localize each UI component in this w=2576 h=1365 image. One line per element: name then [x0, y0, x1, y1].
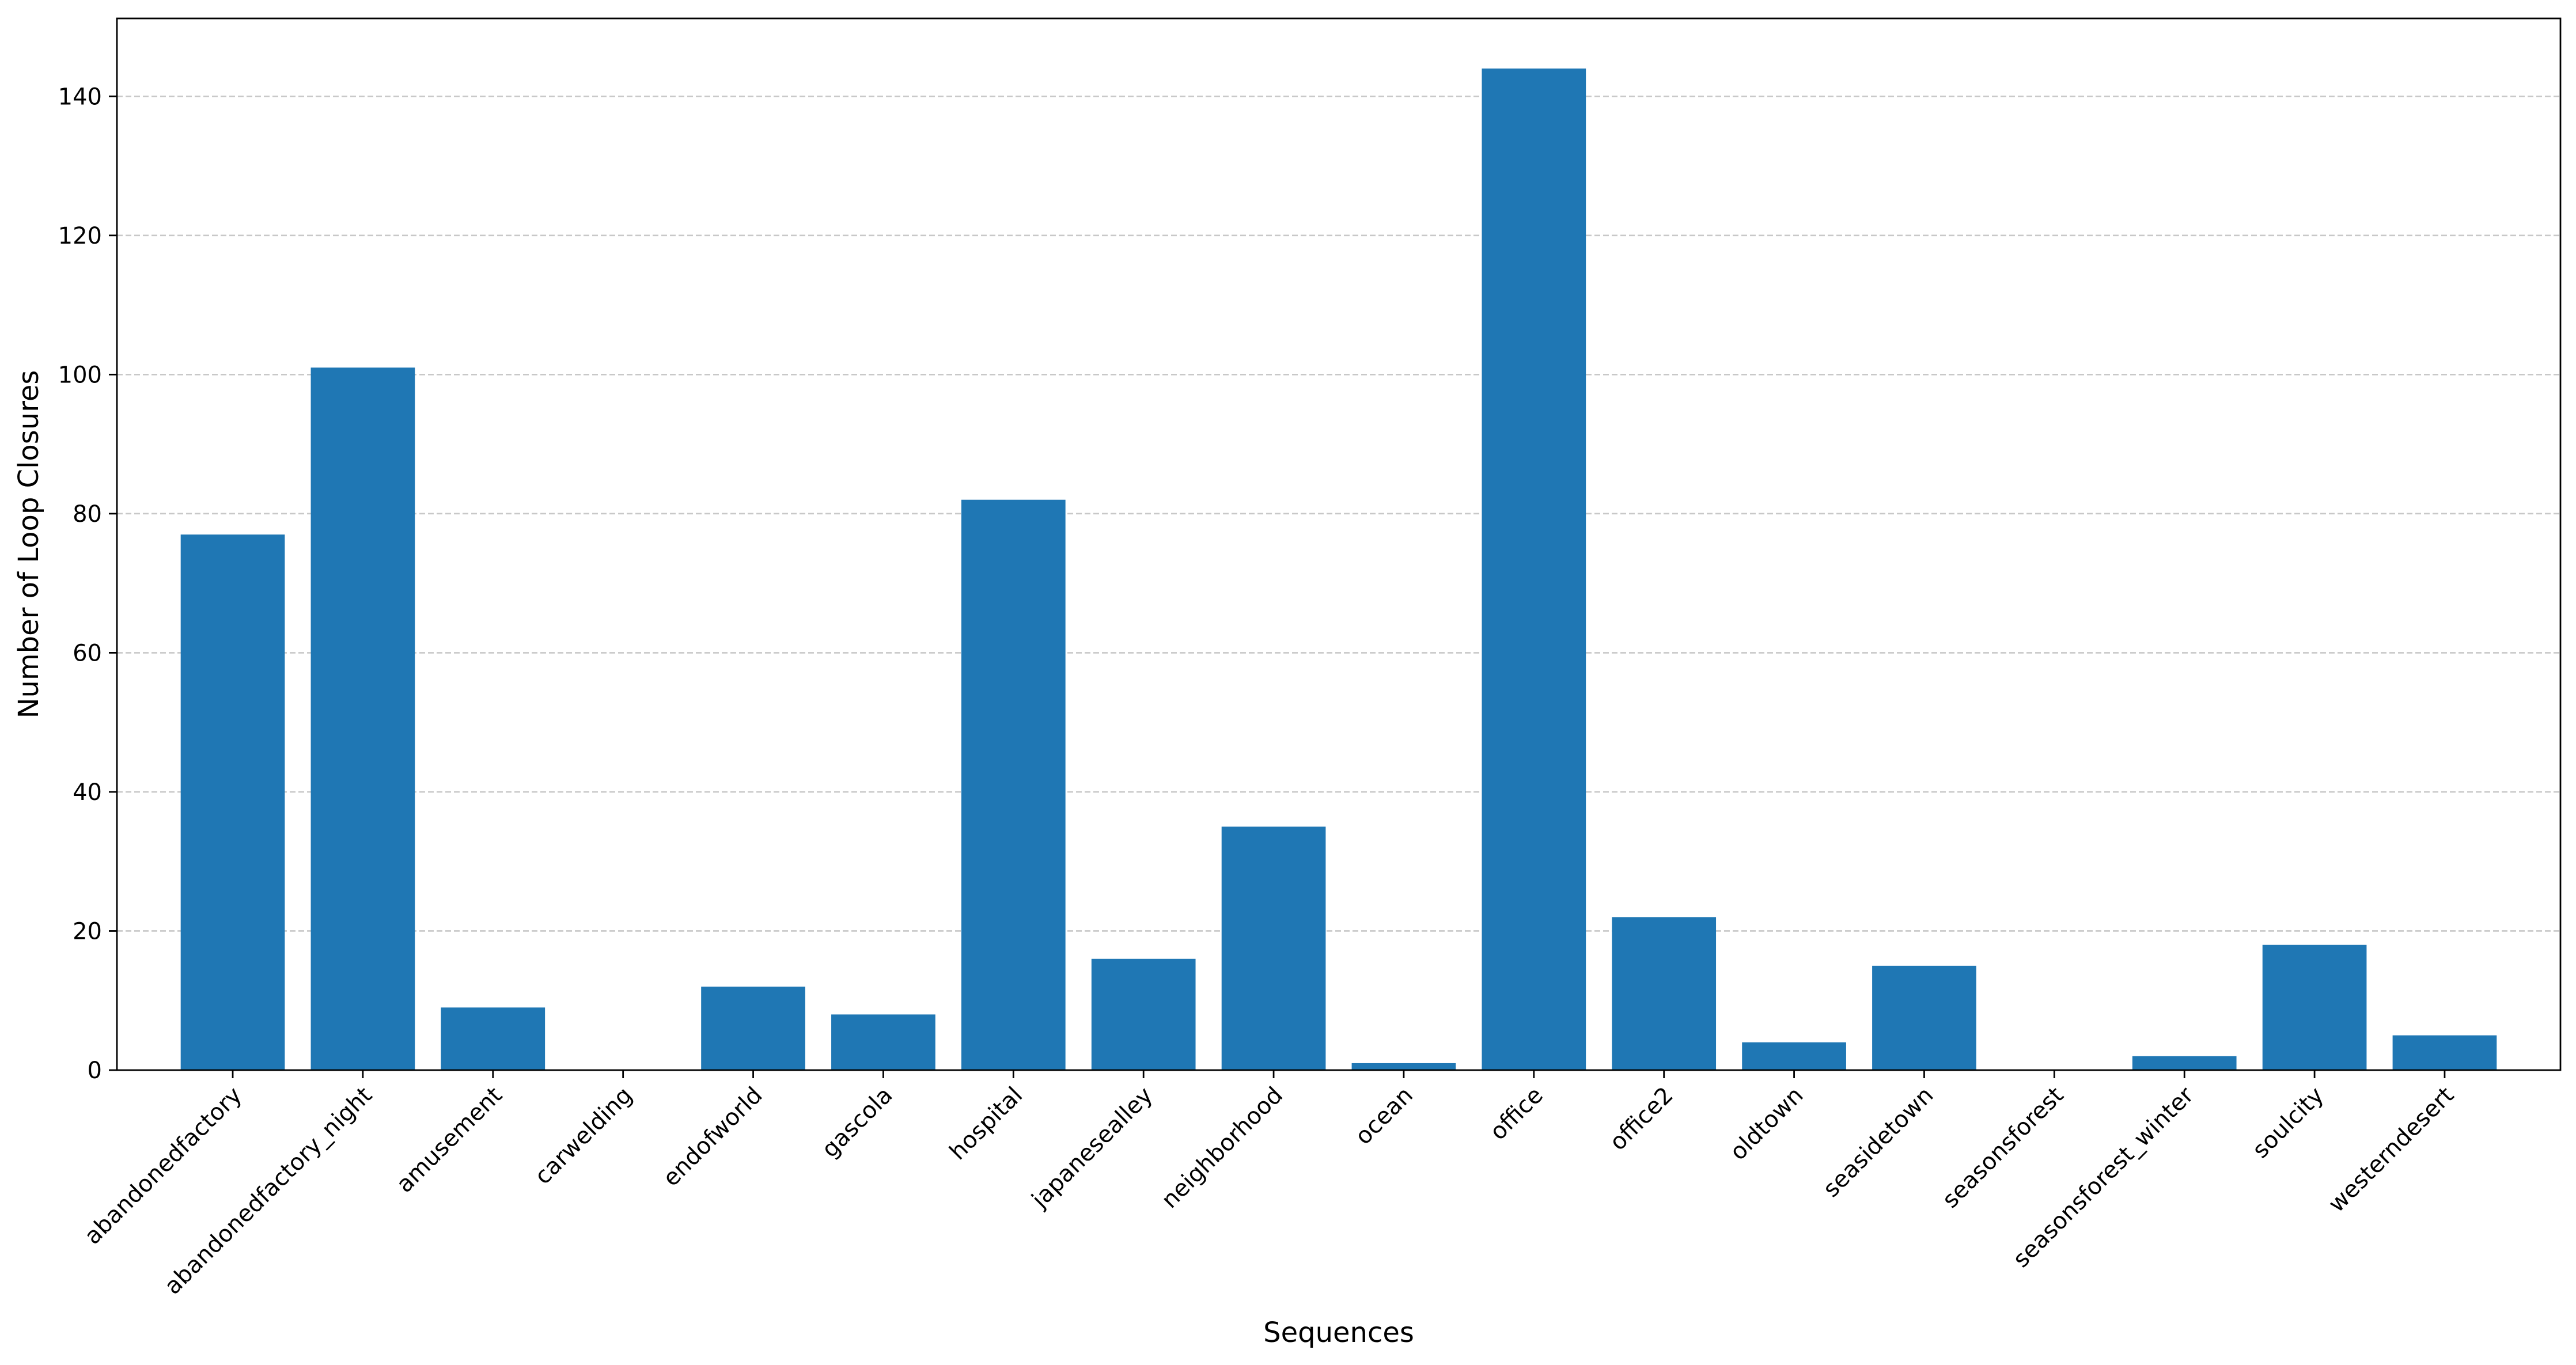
y-axis-ticks: 0 20 40 60 80 100 120 140: [58, 84, 117, 1084]
x-tick-label: carwelding: [530, 1082, 638, 1190]
x-tick-label: japanesealley: [1026, 1082, 1158, 1214]
bar-amusement: [441, 1007, 545, 1070]
x-axis-label: Sequences: [1263, 1317, 1414, 1349]
bar-oldtown: [1742, 1042, 1846, 1070]
y-tick-label: 40: [73, 779, 102, 806]
bar-seasonsforest_winter: [2132, 1056, 2237, 1070]
x-tick-label: westerndesert: [2323, 1082, 2459, 1218]
x-tick-label: seasidetown: [1818, 1082, 1938, 1203]
x-tick-label: gascola: [817, 1082, 898, 1163]
x-tick-label: seasonsforest: [1937, 1082, 2069, 1214]
bar-westerndesert: [2392, 1035, 2497, 1070]
bar-office2: [1612, 917, 1717, 1070]
x-tick-label: office2: [1605, 1082, 1679, 1156]
y-axis-label: Number of Loop Closures: [13, 370, 45, 719]
y-tick-label: 120: [58, 223, 102, 249]
x-tick-label: amusement: [391, 1082, 507, 1198]
bar-ocean: [1351, 1063, 1456, 1070]
y-tick-label: 140: [58, 84, 102, 110]
y-tick-label: 0: [88, 1057, 102, 1084]
axes: [116, 17, 2562, 1071]
bar-abandonedfactory_night: [310, 367, 415, 1070]
x-tick-label: neighborhood: [1157, 1082, 1288, 1214]
x-tick-label: ocean: [1350, 1082, 1418, 1150]
bar-abandonedfactory: [180, 534, 285, 1070]
x-tick-label: office: [1485, 1082, 1548, 1146]
x-tick-label: abandonedfactory_night: [160, 1082, 377, 1300]
bar-hospital: [961, 499, 1066, 1070]
y-tick-label: 20: [73, 918, 102, 945]
x-tick-label: endofworld: [658, 1082, 767, 1192]
bar-office: [1482, 68, 1586, 1070]
bar-gascola: [831, 1014, 935, 1070]
bar-soulcity: [2262, 945, 2367, 1070]
y-tick-label: 60: [73, 640, 102, 666]
bar-endofworld: [701, 987, 805, 1070]
bars: [180, 68, 2497, 1070]
bar-neighborhood: [1221, 826, 1326, 1070]
x-tick-label: soulcity: [2248, 1082, 2329, 1164]
x-tick-label: hospital: [945, 1082, 1028, 1166]
y-tick-label: 100: [58, 362, 102, 388]
x-tick-label: oldtown: [1725, 1082, 1809, 1166]
plot-frame: [116, 17, 2562, 1071]
bar-japanesealley: [1091, 958, 1196, 1070]
bar-seasidetown: [1872, 965, 1976, 1070]
gridlines: [117, 95, 2560, 932]
y-tick-label: 80: [73, 501, 102, 528]
